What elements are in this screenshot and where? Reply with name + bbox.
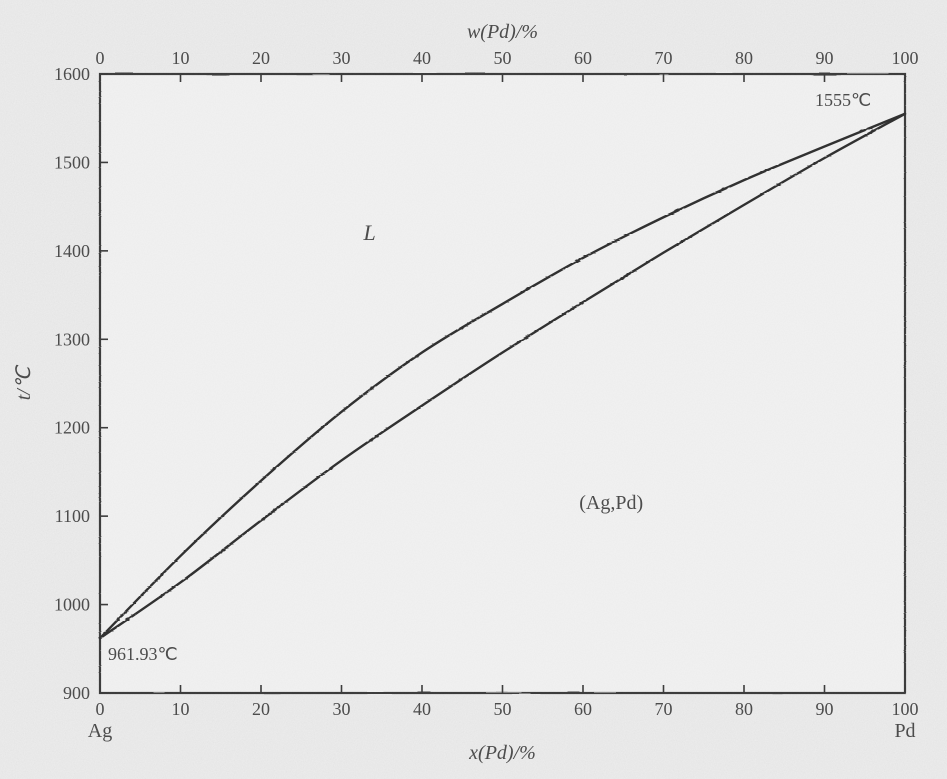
phase-diagram-figure: { "figure": { "type": "phase-diagram", "…	[0, 0, 947, 779]
paper-noise-top	[0, 0, 947, 779]
phase-diagram-svg: 0102030405060708090100AgPdx(Pd)/%0102030…	[0, 0, 947, 779]
